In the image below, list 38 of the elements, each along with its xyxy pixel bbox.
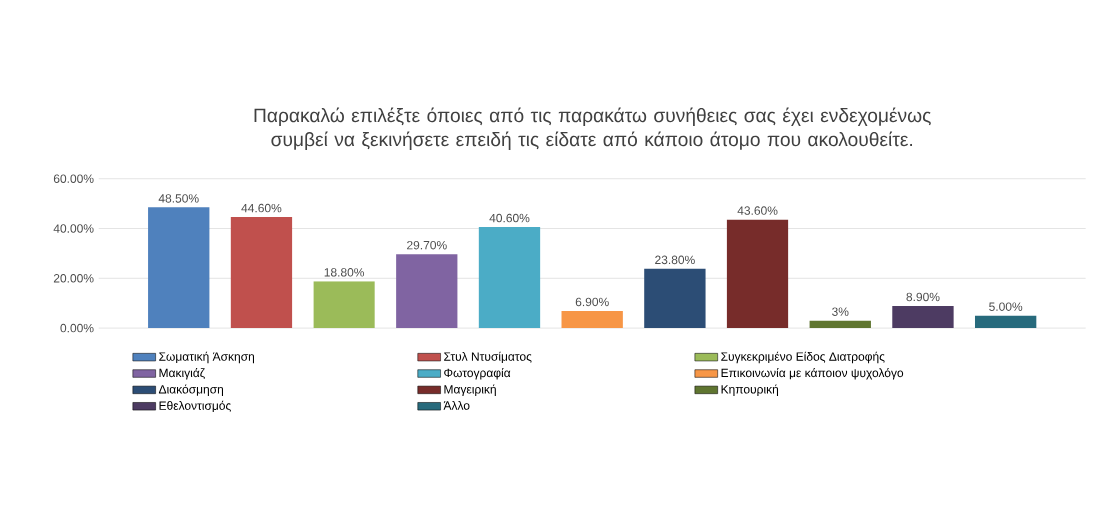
legend-label: Μακιγιάζ xyxy=(159,368,205,380)
y-tick-label: 0.00% xyxy=(60,323,94,333)
data-label: 29.70% xyxy=(407,241,447,250)
bar xyxy=(313,281,375,329)
legend-label: Εθελοντισμός xyxy=(159,400,231,413)
data-label: 23.80% xyxy=(655,255,695,265)
y-tick-label: 60.00% xyxy=(53,174,94,184)
bar xyxy=(148,207,210,329)
legend-label: Στυλ Ντυσίματος xyxy=(444,351,532,364)
data-label: 3% xyxy=(832,307,849,317)
data-label: 8.90% xyxy=(906,292,940,302)
bar xyxy=(644,268,706,329)
legend-label: Διακόσμηση xyxy=(158,384,224,396)
legend-label: Κηπουρική xyxy=(721,384,779,396)
legend-label: Συγκεκριμένο Είδος Διατροφής xyxy=(721,351,885,364)
bar xyxy=(396,254,458,329)
data-label: 40.60% xyxy=(489,213,530,223)
legend-label: Μαγειρική xyxy=(444,384,496,396)
y-tick-label: 40.00% xyxy=(53,224,94,233)
bar xyxy=(974,315,1037,329)
legend-label: Άλλο xyxy=(443,401,470,410)
chart-title: Παρακαλώ επιλέξτε όποιες από τις παρακάτω συνήθειες σας έχει ενδεχομένως συμβεί να ξεκινήσετε επειδή τις είδατε από κάποιο άτομο που ακολουθείτε. xyxy=(254,107,931,151)
data-label: 18.80% xyxy=(324,268,365,277)
data-label: 43.60% xyxy=(737,206,778,215)
data-label: 48.50% xyxy=(158,194,199,203)
data-label: 6.90% xyxy=(575,297,609,307)
bar xyxy=(230,217,293,329)
data-label: 5.00% xyxy=(989,302,1023,312)
y-tick-label: 20.00% xyxy=(53,274,94,283)
data-label: 44.60% xyxy=(241,203,282,213)
bar xyxy=(809,320,871,329)
legend-label: Επικοινωνία με κάποιον ψυχολόγο xyxy=(721,368,904,380)
legend-label: Σωματική Άσκηση xyxy=(159,351,254,364)
bar xyxy=(561,311,623,329)
bar xyxy=(892,306,954,329)
bar xyxy=(726,219,789,329)
legend-label: Φωτογραφία xyxy=(444,368,511,380)
bar xyxy=(478,227,541,329)
